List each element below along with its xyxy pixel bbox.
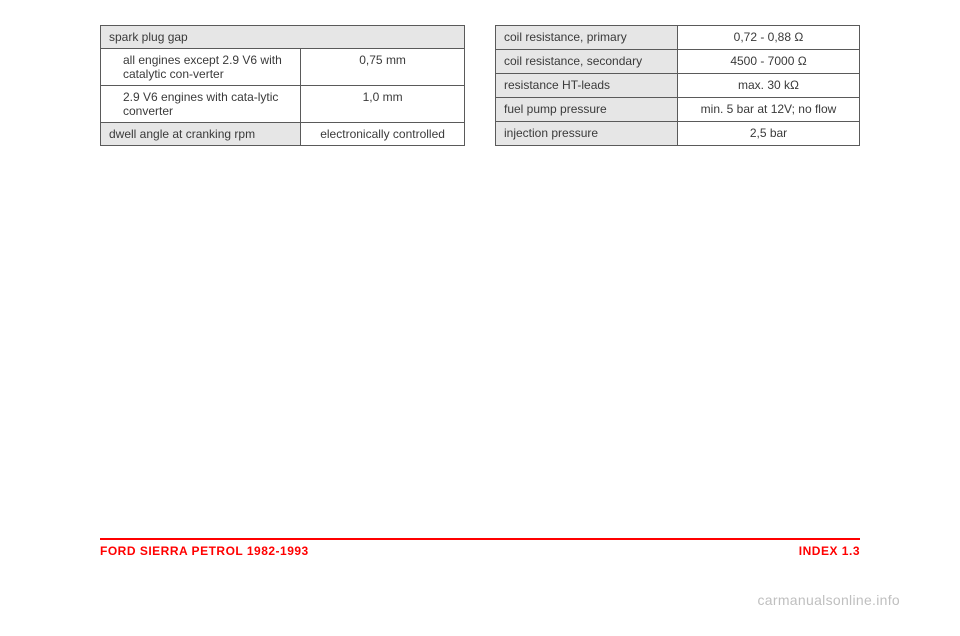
row-label: all engines except 2.9 V6 with catalytic… [101, 49, 301, 86]
page-container: spark plug gap all engines except 2.9 V6… [0, 0, 960, 636]
spark-plug-gap-header: spark plug gap [101, 26, 465, 49]
table-row: coil resistance, primary 0,72 - 0,88 Ω [496, 26, 860, 50]
table-row: dwell angle at cranking rpm electronical… [101, 123, 465, 146]
table-header-row: spark plug gap [101, 26, 465, 49]
table-row: all engines except 2.9 V6 with catalytic… [101, 49, 465, 86]
footer-divider [100, 538, 860, 540]
table-row: coil resistance, secondary 4500 - 7000 Ω [496, 50, 860, 74]
row-label: 2.9 V6 engines with cata-lytic converter [101, 86, 301, 123]
footer-right-text: INDEX 1.3 [799, 544, 860, 558]
right-spec-table: coil resistance, primary 0,72 - 0,88 Ω c… [495, 25, 860, 146]
row-label: coil resistance, primary [496, 26, 678, 50]
row-value: max. 30 kΩ [678, 74, 860, 98]
table-row: resistance HT-leads max. 30 kΩ [496, 74, 860, 98]
table-row: fuel pump pressure min. 5 bar at 12V; no… [496, 98, 860, 122]
footer-left-text: FORD SIERRA PETROL 1982-1993 [100, 544, 309, 558]
row-value: 0,72 - 0,88 Ω [678, 26, 860, 50]
row-value: min. 5 bar at 12V; no flow [678, 98, 860, 122]
table-row: 2.9 V6 engines with cata-lytic converter… [101, 86, 465, 123]
tables-row: spark plug gap all engines except 2.9 V6… [0, 0, 960, 146]
row-label: resistance HT-leads [496, 74, 678, 98]
watermark-text: carmanualsonline.info [758, 592, 901, 608]
row-value: 1,0 mm [301, 86, 465, 123]
left-spec-table: spark plug gap all engines except 2.9 V6… [100, 25, 465, 146]
table-row: injection pressure 2,5 bar [496, 122, 860, 146]
row-label: dwell angle at cranking rpm [101, 123, 301, 146]
row-value: 2,5 bar [678, 122, 860, 146]
row-value: electronically controlled [301, 123, 465, 146]
row-value: 0,75 mm [301, 49, 465, 86]
row-label: injection pressure [496, 122, 678, 146]
row-value: 4500 - 7000 Ω [678, 50, 860, 74]
row-label: fuel pump pressure [496, 98, 678, 122]
page-footer: FORD SIERRA PETROL 1982-1993 INDEX 1.3 [100, 544, 860, 558]
row-label: coil resistance, secondary [496, 50, 678, 74]
